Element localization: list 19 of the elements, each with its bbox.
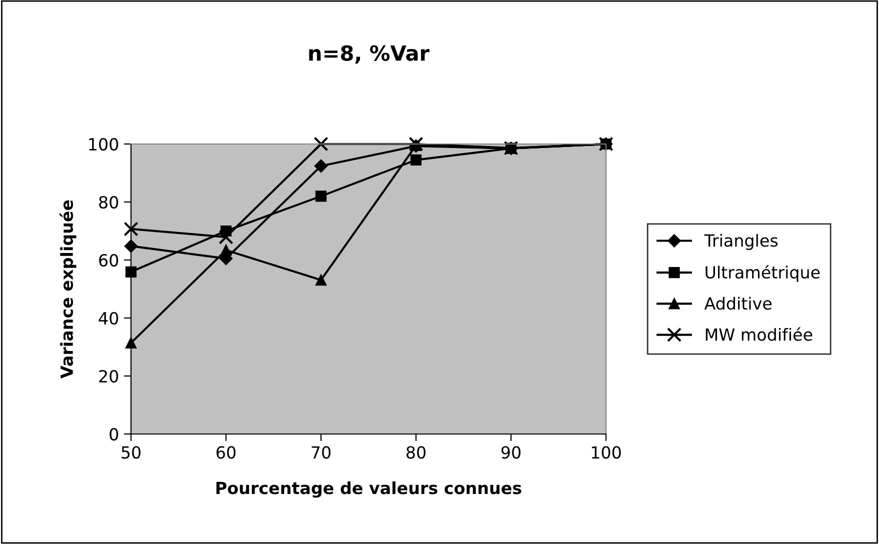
y-tick-label: 100 bbox=[89, 138, 118, 151]
y-tick-label: 60 bbox=[99, 254, 118, 267]
x-tick-label: 70 bbox=[312, 446, 330, 459]
x-tick-label: 100 bbox=[592, 446, 621, 459]
x-tick-label: 80 bbox=[406, 446, 426, 459]
legend-label: MW modifiée bbox=[706, 327, 812, 341]
legend-label: Additive bbox=[704, 296, 772, 310]
x-tick-label: 50 bbox=[122, 446, 140, 459]
chart-title: n=8, %Var bbox=[309, 45, 430, 64]
y-axis-title: Variance expliquée bbox=[59, 200, 76, 378]
y-tick-label: 80 bbox=[99, 196, 118, 209]
x-tick-label: 60 bbox=[216, 446, 236, 459]
x-axis-title: Pourcentage de valeurs connues bbox=[216, 481, 522, 498]
legend-label: Triangles bbox=[704, 234, 778, 250]
legend-label: Ultramétrique bbox=[706, 265, 820, 282]
y-tick-label: 40 bbox=[98, 312, 118, 325]
y-tick-label: 20 bbox=[99, 370, 118, 383]
y-tick-label: 0 bbox=[110, 428, 118, 441]
x-tick-label: 90 bbox=[501, 446, 520, 459]
